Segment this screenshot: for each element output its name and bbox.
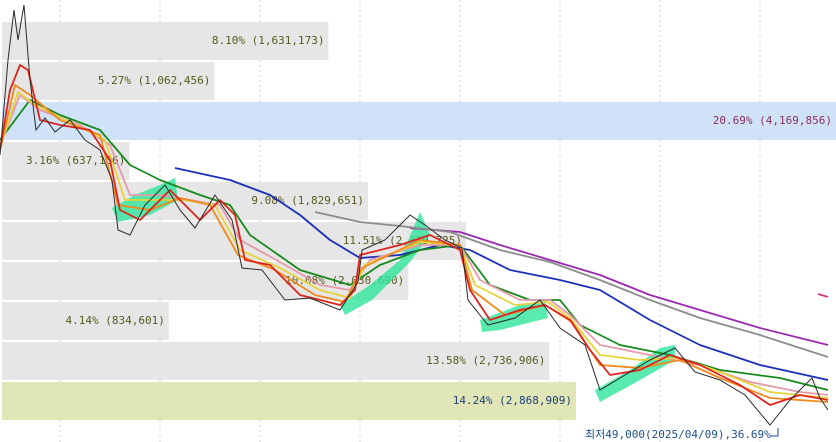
- profile-bar: [2, 382, 577, 420]
- profile-label: 13.58% (2,736,906): [426, 354, 545, 367]
- profile-label: 14.24% (2,868,909): [453, 394, 572, 407]
- labels: 8.10% (1,631,173) 5.27% (1,062,456) 20.69%…: [26, 34, 832, 407]
- profile-bar: [2, 62, 215, 100]
- price-lines: [0, 4, 829, 426]
- moving-average: [817, 293, 829, 298]
- moving-average: [0, 99, 829, 391]
- profile-bar: [2, 342, 550, 380]
- moving-average: [409, 227, 829, 346]
- low-annotation: 최저49,000(2025/04/09),36.69%: [585, 428, 771, 441]
- moving-average: [0, 91, 829, 399]
- profile-bar: [2, 262, 409, 300]
- profile-bar: [2, 22, 329, 60]
- profile-label: 5.27% (1,062,456): [98, 74, 211, 87]
- profile-label: 8.10% (1,631,173): [212, 34, 325, 47]
- annotation-arrow: [770, 428, 779, 437]
- profile-label: 20.69% (4,169,856): [713, 114, 832, 127]
- profile-label: 3.16% (637,106): [26, 154, 125, 167]
- profile-bar: [2, 182, 369, 220]
- moving-average: [314, 211, 829, 358]
- moving-average: [0, 84, 829, 403]
- profile-label: 9.08% (1,829,651): [251, 194, 364, 207]
- volume-profile: [2, 22, 836, 420]
- profile-label: 4.14% (834,601): [66, 314, 165, 327]
- grid: [59, 0, 761, 442]
- price-candles: [0, 4, 829, 426]
- profile-bar: [2, 302, 169, 340]
- profile-bar: [2, 102, 836, 140]
